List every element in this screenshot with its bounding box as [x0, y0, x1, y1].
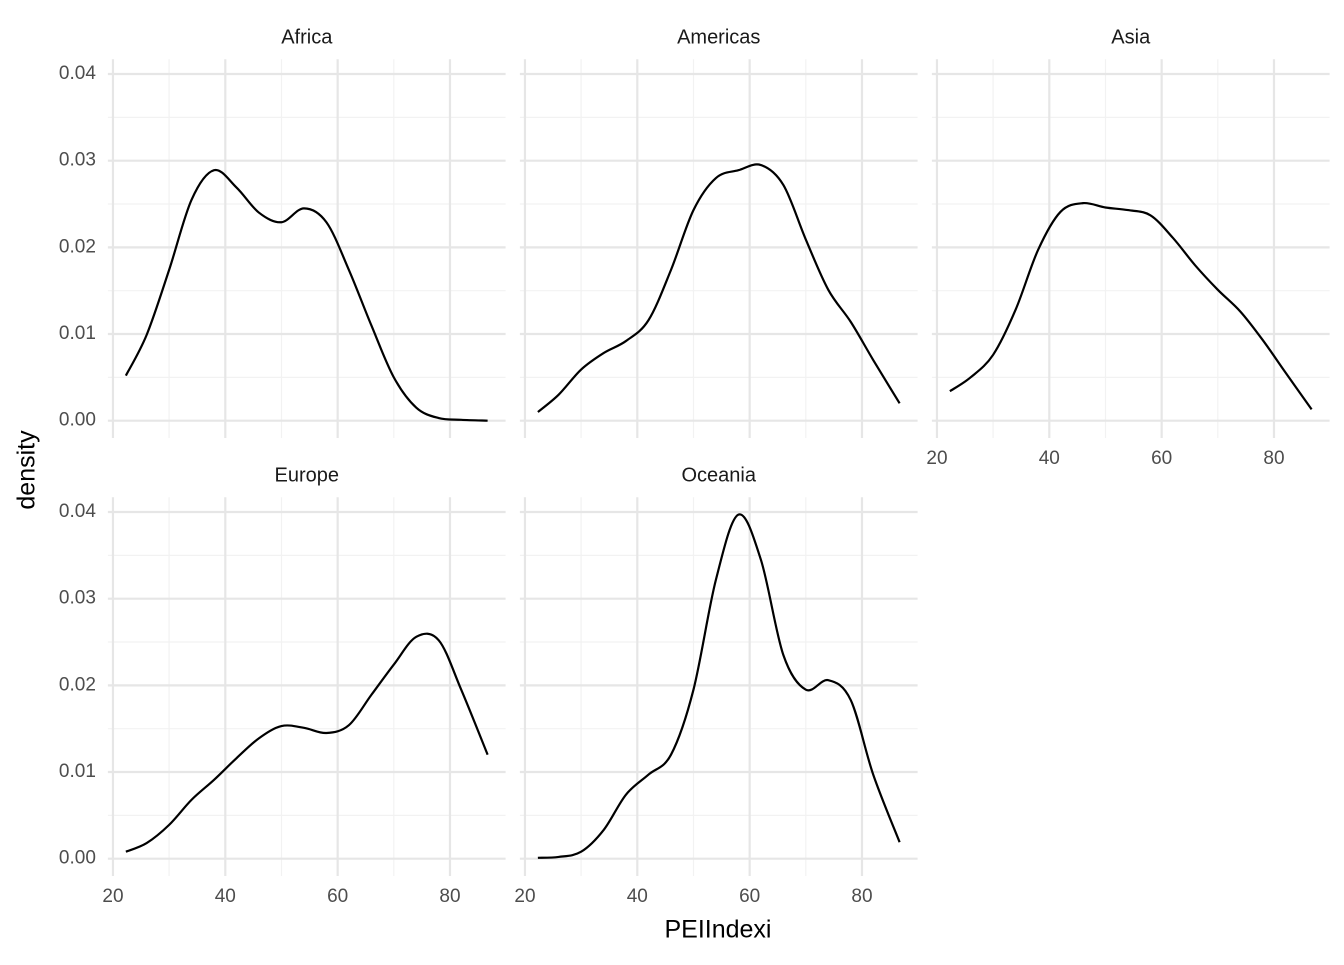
panel: Asia 20 40 60 80	[926, 26, 1330, 469]
x-tick-label: 40	[1039, 448, 1060, 469]
strip-title: Oceania	[682, 464, 757, 486]
x-tick-label: 60	[327, 886, 348, 907]
panel: Americas	[519, 26, 918, 438]
y-tick-label: 0.01	[59, 323, 96, 344]
x-tick-label: 60	[739, 886, 760, 907]
density-line	[124, 168, 488, 422]
y-tick-label: 0.02	[59, 674, 96, 695]
x-axis-title: PEIIndexi	[664, 916, 771, 944]
x-tick-label: 40	[215, 886, 236, 907]
strip-title: Asia	[1111, 26, 1151, 48]
strip-title: Europe	[275, 464, 340, 486]
y-tick-label: 0.03	[59, 150, 96, 171]
panel: Africa 0.00 0.01 0.02 0.03 0.04	[59, 26, 506, 438]
x-tick-label: 20	[102, 886, 123, 907]
y-tick-label: 0.04	[59, 501, 96, 522]
density-line	[949, 201, 1313, 411]
y-tick-label: 0.04	[59, 63, 96, 84]
strip-title: Africa	[281, 26, 333, 48]
density-line	[125, 632, 489, 853]
y-tick-label: 0.03	[59, 588, 96, 609]
panel: Europe 0.00 0.01 0.02 0.03 0.04 20 40 60 80	[59, 464, 506, 907]
y-axis-title: density	[13, 430, 41, 510]
x-tick-label: 60	[1151, 448, 1172, 469]
y-tick-label: 0.02	[59, 236, 96, 257]
x-tick-label: 40	[627, 886, 648, 907]
x-tick-label: 20	[926, 448, 947, 469]
x-tick-label: 20	[514, 886, 535, 907]
density-line	[537, 163, 901, 413]
y-tick-label: 0.01	[59, 761, 96, 782]
strip-title: Americas	[677, 26, 760, 48]
density-line	[537, 513, 901, 859]
y-tick-label: 0.00	[59, 848, 96, 869]
x-tick-label: 80	[851, 886, 872, 907]
panel: Oceania 20 40 60 80	[514, 464, 918, 907]
x-tick-label: 80	[439, 886, 460, 907]
x-tick-label: 80	[1263, 448, 1284, 469]
y-tick-label: 0.00	[59, 410, 96, 431]
